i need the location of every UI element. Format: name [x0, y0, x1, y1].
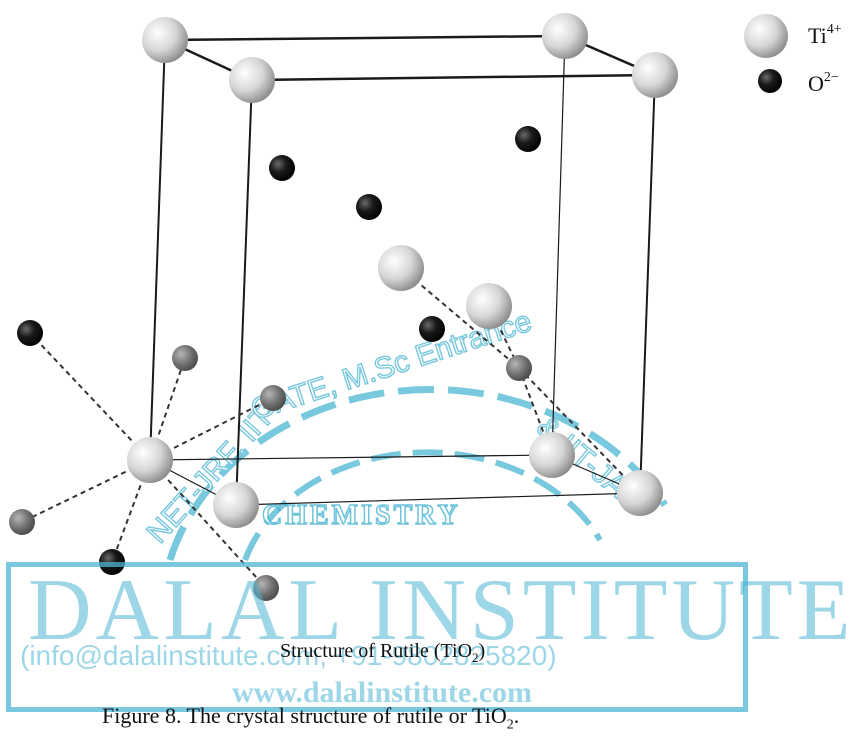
o-atom [506, 355, 532, 381]
watermark-name: DALAL INSTITUTE [28, 562, 855, 659]
ti-atom [127, 437, 173, 483]
legend [744, 14, 788, 93]
o-atom [172, 345, 198, 371]
ti-atom [466, 283, 512, 329]
ti-atom [213, 482, 259, 528]
structure-label: Structure of Rutile (TiO2) [280, 640, 486, 665]
ti-atom [632, 52, 678, 98]
ti-atom [529, 432, 575, 478]
o-atom [260, 385, 286, 411]
ti-atom [142, 17, 188, 63]
o-atom [515, 126, 541, 152]
legend-o-label: O2− [808, 70, 839, 96]
legend-o-marker [758, 69, 782, 93]
o-atom [9, 509, 35, 535]
o-atom [419, 316, 445, 342]
ti-atom [229, 57, 275, 103]
legend-ti-label: Ti4+ [808, 22, 842, 48]
watermark-contact: (info@dalalinstitute.com, +91-9802825820… [20, 640, 557, 671]
watermark-subject: CHEMISTRY [261, 499, 461, 532]
o-atom [253, 575, 279, 601]
atoms [9, 13, 678, 601]
legend-ti-marker [744, 14, 788, 58]
watermark-box [6, 562, 748, 712]
o-atom [356, 194, 382, 220]
figure-caption: Figure 8. The crystal structure of rutil… [102, 703, 520, 733]
ti-atom-center [378, 245, 424, 291]
o-atom [17, 320, 43, 346]
ti-atom [617, 470, 663, 516]
ti-atom [542, 13, 588, 59]
watermark-website: www.dalalinstitute.com [232, 676, 532, 709]
o-atom [269, 155, 295, 181]
